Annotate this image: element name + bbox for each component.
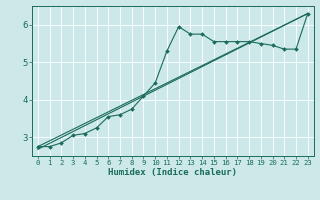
X-axis label: Humidex (Indice chaleur): Humidex (Indice chaleur) xyxy=(108,168,237,177)
